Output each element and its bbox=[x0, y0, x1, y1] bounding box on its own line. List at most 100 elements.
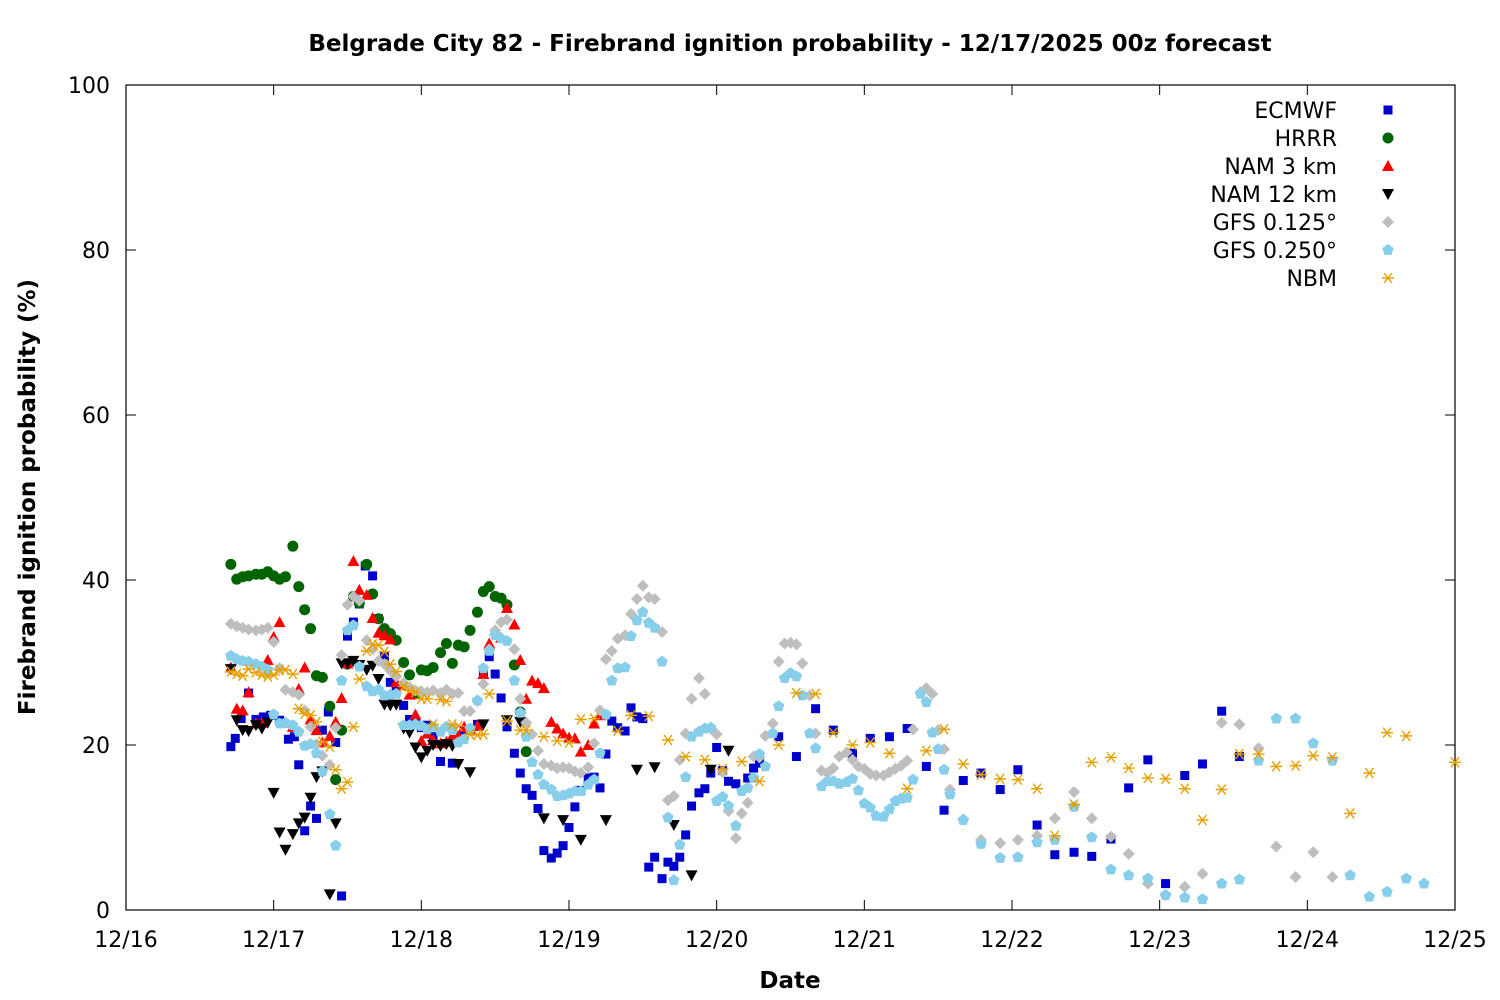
point-ecmwf bbox=[958, 775, 968, 785]
point-hrrr bbox=[225, 558, 237, 570]
point-gfs-0-125 bbox=[1252, 742, 1265, 755]
point-nam-12-km bbox=[304, 792, 317, 804]
point-nbm bbox=[286, 668, 299, 680]
point-gfs-0-250 bbox=[1307, 737, 1319, 749]
point-nbm bbox=[1141, 772, 1154, 784]
point-nbm bbox=[588, 713, 601, 725]
point-gfs-0-250 bbox=[914, 687, 927, 699]
x-tick-label: 12/16 bbox=[94, 928, 157, 953]
point-ecmwf bbox=[399, 700, 409, 710]
point-gfs-0-125 bbox=[692, 672, 705, 685]
point-gfs-0-250 bbox=[477, 662, 490, 674]
point-ecmwf bbox=[848, 748, 858, 758]
point-nam-3-km bbox=[353, 583, 366, 595]
point-ecmwf bbox=[552, 848, 562, 858]
point-nam-3-km bbox=[366, 611, 379, 623]
point-nam-3-km bbox=[500, 602, 513, 614]
point-gfs-0-250 bbox=[938, 763, 950, 775]
point-nam-3-km bbox=[298, 661, 311, 673]
point-gfs-0-125 bbox=[1307, 846, 1320, 859]
point-nbm bbox=[500, 715, 513, 727]
point-nbm bbox=[901, 783, 914, 795]
point-nbm bbox=[483, 688, 496, 700]
point-gfs-0-125 bbox=[353, 594, 366, 607]
point-ecmwf bbox=[337, 891, 347, 901]
point-hrrr bbox=[287, 540, 299, 552]
point-nbm bbox=[440, 695, 453, 707]
point-ecmwf bbox=[694, 788, 704, 798]
point-nbm bbox=[1449, 756, 1461, 768]
point-nbm bbox=[267, 669, 280, 681]
point-ecmwf bbox=[995, 785, 1005, 795]
point-gfs-0-125 bbox=[870, 769, 883, 782]
point-ecmwf bbox=[632, 712, 642, 722]
point-gfs-0-250 bbox=[864, 801, 876, 813]
point-nbm bbox=[292, 703, 305, 715]
point-ecmwf bbox=[379, 652, 389, 662]
point-ecmwf bbox=[311, 813, 321, 823]
point-gfs-0-250 bbox=[619, 661, 631, 673]
point-nbm bbox=[1104, 751, 1117, 763]
point-hrrr bbox=[520, 746, 532, 758]
point-nbm bbox=[864, 737, 877, 748]
point-gfs-0-250 bbox=[668, 874, 680, 886]
point-gfs-0-125 bbox=[341, 598, 354, 611]
legend-marker-hrrr bbox=[1382, 132, 1394, 144]
point-ecmwf bbox=[828, 725, 838, 735]
point-nam-12-km bbox=[667, 820, 680, 832]
point-gfs-0-125 bbox=[1068, 786, 1081, 799]
point-ecmwf bbox=[601, 749, 611, 759]
point-ecmwf bbox=[1087, 851, 1097, 861]
point-gfs-0-125 bbox=[636, 579, 649, 592]
point-gfs-0-250 bbox=[606, 674, 618, 686]
point-hrrr bbox=[427, 661, 439, 673]
point-nam-3-km bbox=[323, 729, 336, 741]
point-nam-12-km bbox=[261, 717, 274, 729]
point-gfs-0-125 bbox=[1215, 716, 1228, 729]
point-nam-3-km bbox=[378, 629, 391, 641]
point-nam-12-km bbox=[630, 764, 643, 776]
x-tick-label: 12/20 bbox=[685, 928, 748, 953]
point-gfs-0-125 bbox=[500, 613, 513, 626]
point-gfs-0-125 bbox=[667, 790, 680, 803]
point-gfs-0-250 bbox=[1196, 893, 1209, 905]
point-nbm bbox=[329, 764, 342, 776]
point-nam-3-km bbox=[329, 715, 342, 727]
point-gfs-0-250 bbox=[538, 778, 550, 790]
point-gfs-0-250 bbox=[747, 772, 760, 783]
point-nam-12-km bbox=[347, 655, 360, 667]
point-gfs-0-125 bbox=[452, 687, 465, 700]
point-gfs-0-250 bbox=[926, 726, 938, 738]
point-ecmwf bbox=[663, 857, 673, 867]
legend-label-ecmwf: ECMWF bbox=[1254, 99, 1337, 124]
point-gfs-0-125 bbox=[1233, 718, 1246, 731]
point-ecmwf bbox=[558, 841, 568, 851]
point-gfs-0-250 bbox=[501, 635, 513, 646]
point-nam-12-km bbox=[599, 815, 612, 827]
point-gfs-0-125 bbox=[1270, 840, 1283, 853]
point-ecmwf bbox=[230, 733, 240, 743]
point-hrrr bbox=[404, 669, 416, 681]
point-ecmwf bbox=[226, 742, 236, 752]
point-gfs-0-125 bbox=[588, 737, 601, 750]
point-gfs-0-250 bbox=[907, 773, 919, 785]
point-gfs-0-250 bbox=[1105, 863, 1117, 875]
point-nbm bbox=[1381, 727, 1394, 739]
point-nam-12-km bbox=[557, 815, 570, 827]
plot-frame bbox=[125, 84, 1456, 911]
point-gfs-0-250 bbox=[932, 743, 944, 754]
point-ecmwf bbox=[902, 724, 912, 733]
point-nbm bbox=[753, 775, 766, 787]
point-hrrr bbox=[446, 657, 458, 669]
point-ecmwf bbox=[811, 704, 821, 714]
point-ecmwf bbox=[447, 758, 457, 768]
point-nam-3-km bbox=[335, 691, 348, 703]
point-ecmwf bbox=[331, 738, 341, 748]
point-hrrr bbox=[305, 623, 317, 635]
point-gfs-0-125 bbox=[335, 649, 348, 662]
point-gfs-0-125 bbox=[827, 762, 840, 775]
point-gfs-0-250 bbox=[1252, 754, 1265, 766]
point-nbm bbox=[378, 646, 391, 658]
point-hrrr bbox=[330, 774, 342, 786]
point-gfs-0-250 bbox=[1344, 869, 1356, 881]
